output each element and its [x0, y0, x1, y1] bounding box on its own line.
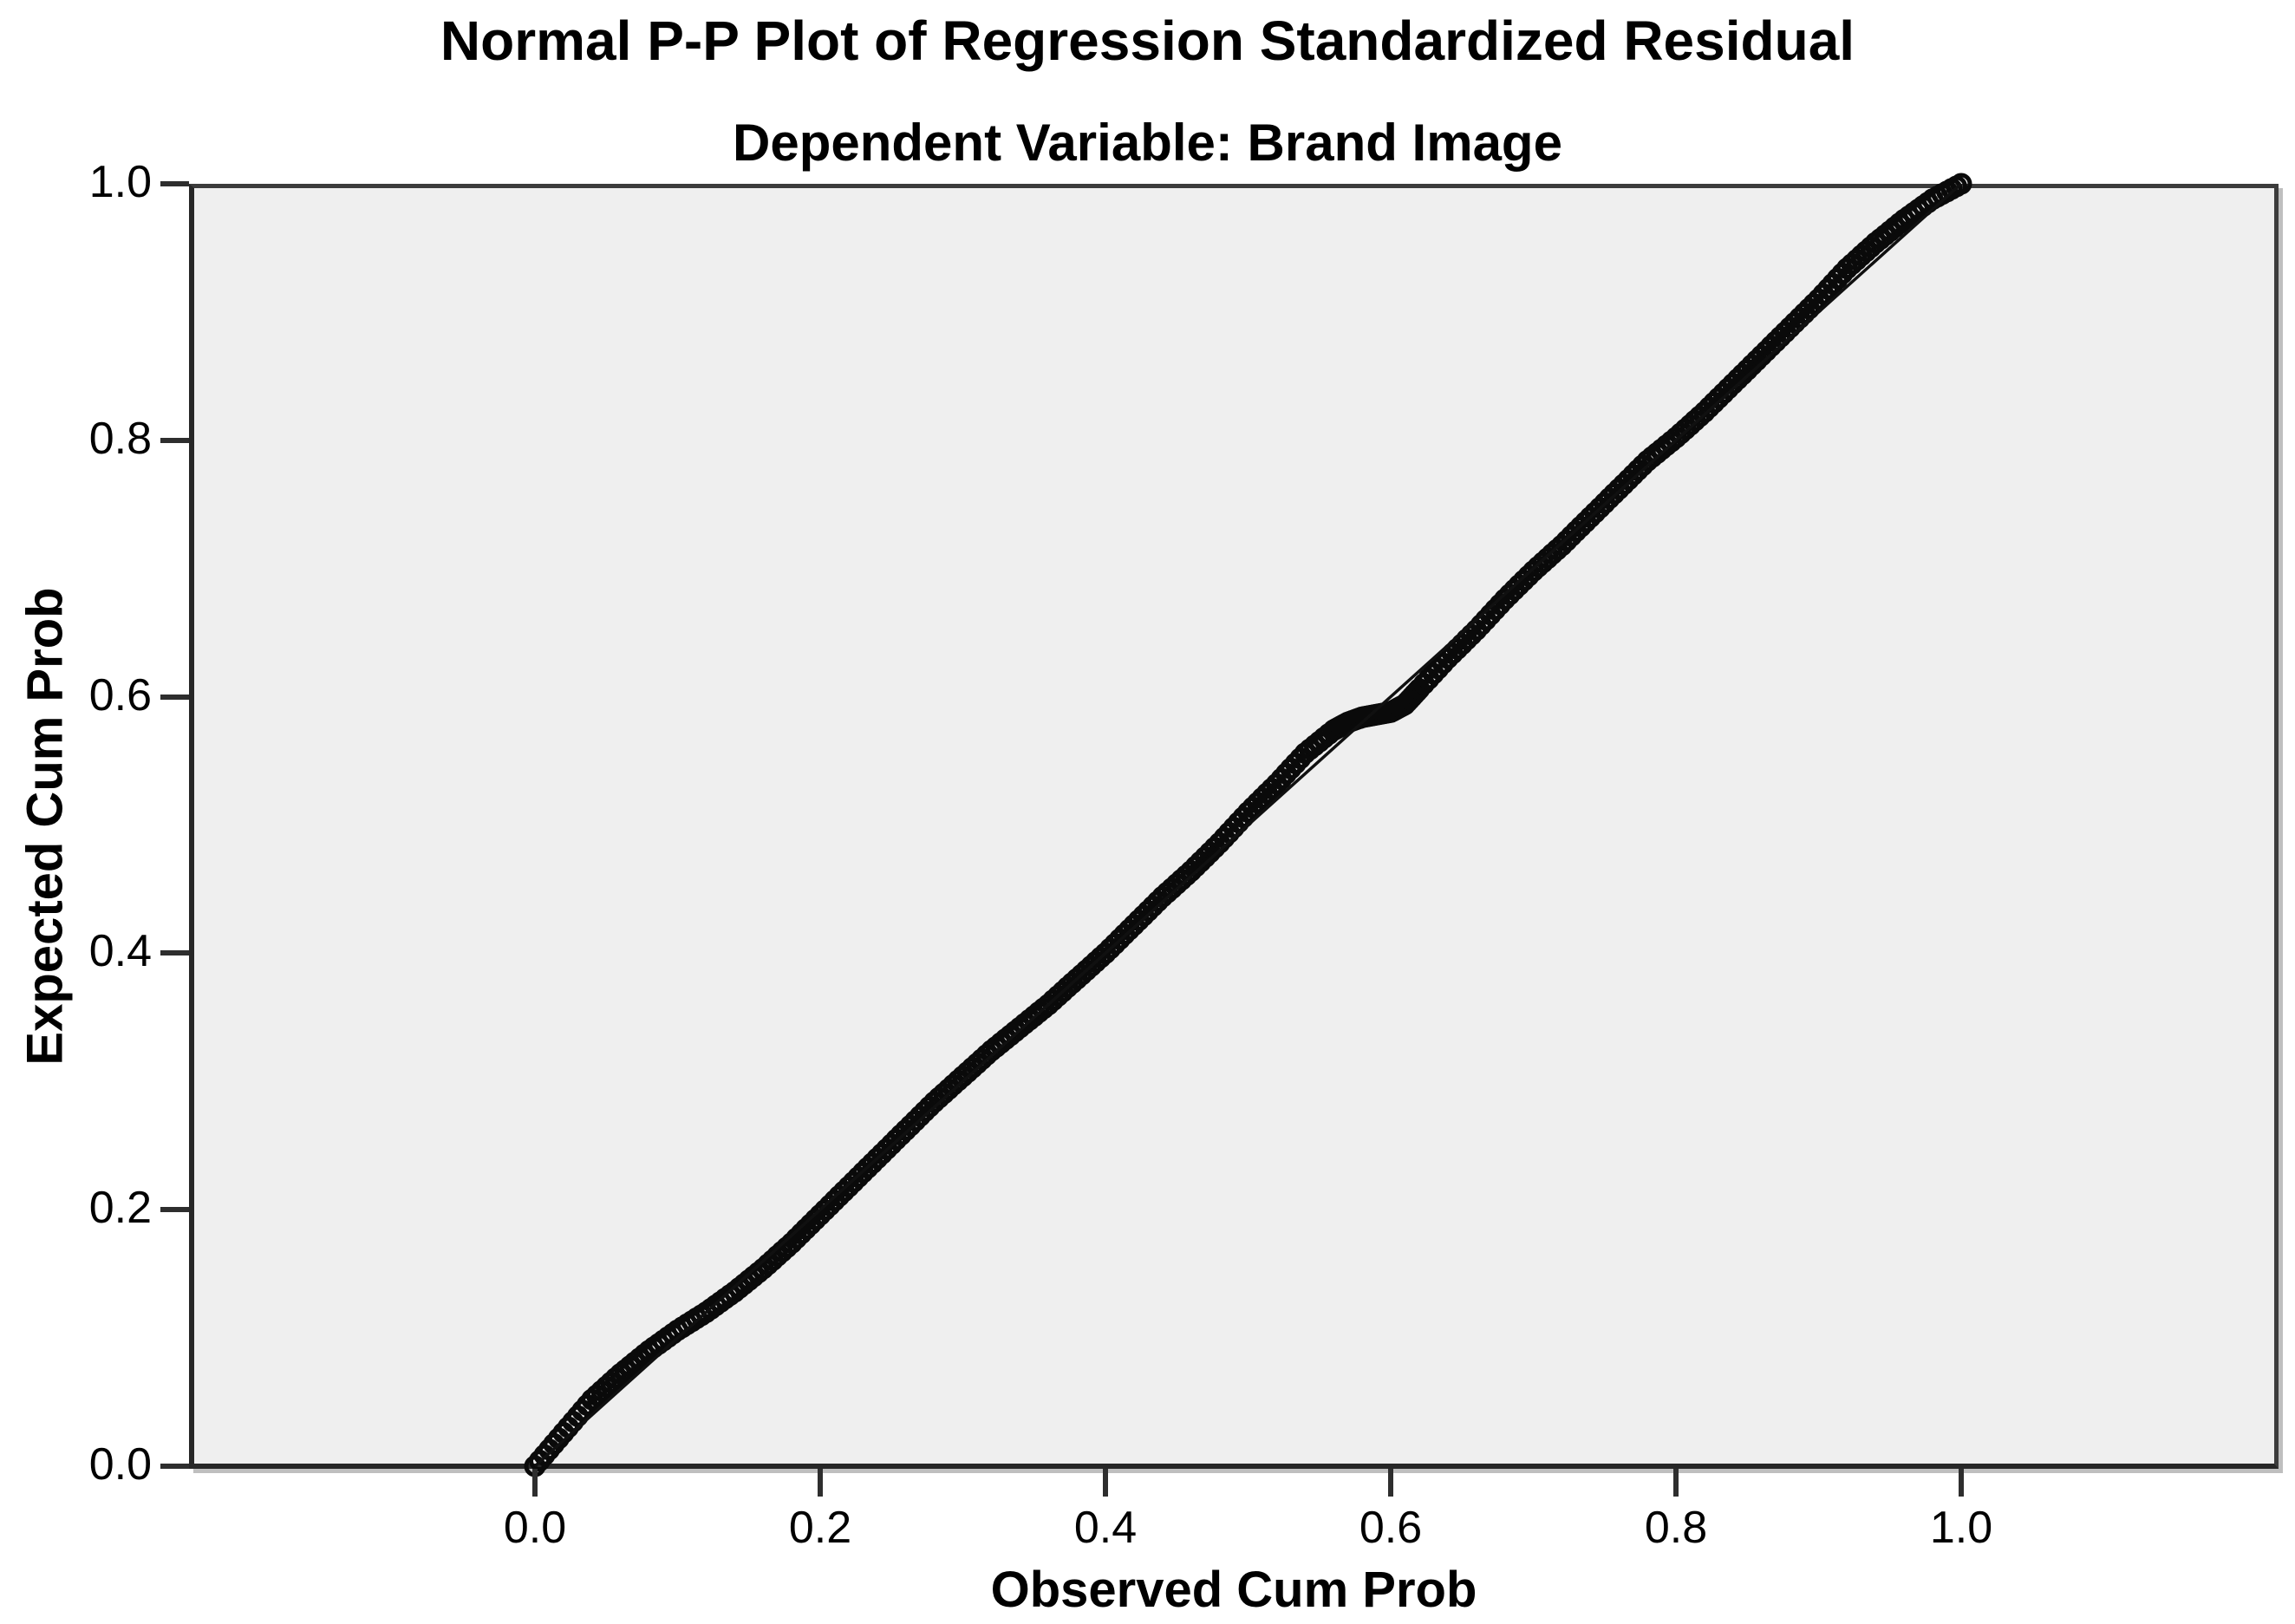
y-tick-mark: [160, 1207, 189, 1213]
chart-title: Normal P-P Plot of Regression Standardiz…: [440, 10, 1855, 72]
x-tick-label: 0.2: [788, 1503, 852, 1553]
x-tick-label: 0.4: [1073, 1503, 1138, 1553]
x-tick-label: 0.8: [1644, 1503, 1708, 1553]
y-tick-label: 1.0: [88, 157, 152, 207]
x-tick-mark: [1388, 1469, 1393, 1497]
y-tick-mark: [160, 1464, 189, 1469]
y-tick-label: 0.0: [88, 1439, 152, 1490]
pp-points: [524, 173, 1972, 1477]
y-tick-mark: [160, 950, 189, 956]
reference-line: [533, 182, 1963, 1468]
x-tick-mark: [532, 1469, 538, 1497]
y-tick-mark: [160, 437, 189, 443]
y-tick-mark: [160, 694, 189, 700]
y-tick-label: 0.4: [88, 926, 152, 977]
chart-subtitle: Dependent Variable: Brand Image: [733, 114, 1562, 172]
x-tick-mark: [1673, 1469, 1679, 1497]
x-tick-label: 1.0: [1929, 1503, 1993, 1553]
y-tick-label: 0.6: [88, 669, 152, 721]
x-axis-title: Observed Cum Prob: [990, 1562, 1477, 1618]
x-tick-label: 0.6: [1359, 1503, 1423, 1553]
x-tick-label: 0.0: [503, 1503, 567, 1553]
x-tick-mark: [818, 1469, 823, 1497]
x-tick-mark: [1103, 1469, 1108, 1497]
x-tick-mark: [1959, 1469, 1964, 1497]
y-tick-mark: [160, 181, 189, 186]
y-tick-label: 0.2: [88, 1183, 152, 1234]
y-tick-label: 0.8: [88, 413, 152, 464]
